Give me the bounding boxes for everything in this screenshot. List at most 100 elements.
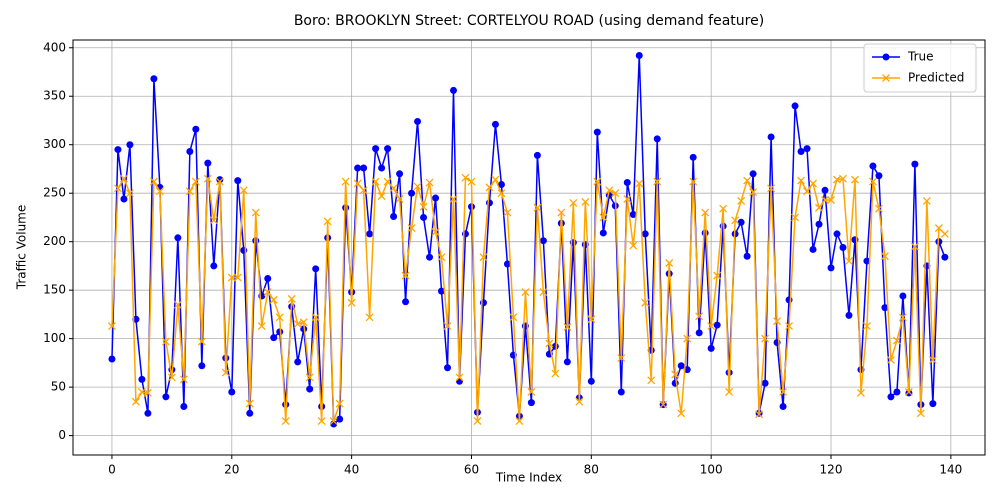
marker: [725, 388, 734, 396]
marker: [743, 176, 752, 185]
marker: [443, 322, 452, 330]
marker: [377, 192, 386, 201]
marker: [126, 141, 134, 149]
marker: [306, 385, 314, 393]
marker: [491, 175, 500, 184]
marker: [617, 354, 626, 362]
marker: [707, 344, 715, 352]
marker: [455, 373, 464, 382]
marker: [779, 403, 787, 411]
marker: [107, 322, 116, 330]
marker: [191, 177, 200, 186]
marker: [882, 74, 890, 82]
marker: [108, 355, 116, 363]
legend-box: [863, 43, 977, 93]
marker: [354, 164, 362, 172]
marker: [910, 242, 919, 251]
marker: [593, 128, 601, 136]
marker: [887, 393, 895, 401]
marker: [497, 189, 506, 198]
marker: [869, 162, 877, 170]
y-tick-label: 350: [43, 89, 66, 103]
marker: [294, 358, 302, 366]
marker: [527, 388, 536, 396]
marker: [114, 146, 122, 154]
marker: [233, 273, 242, 282]
marker: [413, 182, 422, 191]
marker: [779, 388, 788, 396]
marker: [677, 409, 686, 418]
marker: [827, 196, 835, 204]
chart-title: Boro: BROOKLYN Street: CORTELYOU ROAD (u…: [294, 13, 764, 29]
marker: [503, 208, 512, 217]
marker: [281, 417, 290, 426]
marker: [839, 244, 847, 251]
marker: [461, 173, 470, 182]
marker: [599, 213, 608, 222]
marker: [827, 264, 835, 272]
y-tick-label: 300: [43, 137, 66, 151]
marker: [863, 257, 871, 265]
marker: [874, 204, 883, 213]
marker: [179, 375, 188, 384]
marker: [916, 409, 925, 418]
y-tick-label: 250: [43, 186, 66, 200]
marker: [557, 208, 566, 217]
marker: [767, 184, 776, 193]
marker: [383, 177, 392, 186]
marker: [402, 298, 410, 306]
x-axis-label: Time Index: [495, 471, 562, 485]
marker: [587, 377, 595, 385]
y-axis-label: Traffic Volume: [15, 205, 29, 291]
marker: [444, 364, 452, 372]
marker: [497, 180, 505, 188]
marker: [431, 228, 440, 236]
marker: [940, 229, 949, 238]
legend: True Predicted: [863, 43, 977, 93]
marker: [341, 177, 350, 186]
marker: [425, 178, 434, 187]
marker: [875, 172, 883, 180]
marker: [934, 224, 943, 233]
marker: [167, 373, 176, 382]
marker: [629, 241, 638, 250]
marker: [162, 393, 170, 401]
marker: [120, 195, 128, 203]
marker: [653, 135, 661, 143]
marker: [419, 202, 428, 211]
marker: [293, 320, 302, 329]
marker: [905, 389, 913, 397]
marker: [378, 164, 386, 172]
marker: [420, 213, 428, 221]
marker: [791, 102, 799, 110]
y-tick-label: 100: [43, 331, 66, 345]
x-tick-label: 120: [820, 463, 843, 477]
marker: [791, 213, 800, 222]
plot: [107, 52, 949, 428]
marker: [845, 257, 853, 266]
marker: [635, 52, 643, 60]
marker: [899, 292, 907, 300]
marker: [263, 288, 272, 297]
marker: [299, 318, 308, 327]
marker: [485, 199, 493, 207]
marker: [929, 400, 937, 408]
marker: [521, 288, 530, 297]
marker: [149, 177, 158, 186]
marker: [438, 287, 446, 295]
marker: [809, 179, 817, 188]
marker: [695, 329, 703, 337]
marker: [755, 410, 764, 419]
marker: [198, 362, 206, 370]
marker: [821, 196, 829, 204]
marker: [749, 170, 757, 178]
axes-frame: [72, 39, 986, 456]
marker: [414, 117, 422, 125]
marker: [449, 195, 458, 203]
marker: [671, 370, 680, 379]
marker: [773, 317, 782, 326]
marker: [257, 322, 266, 330]
series: [107, 173, 949, 426]
marker: [173, 300, 182, 309]
